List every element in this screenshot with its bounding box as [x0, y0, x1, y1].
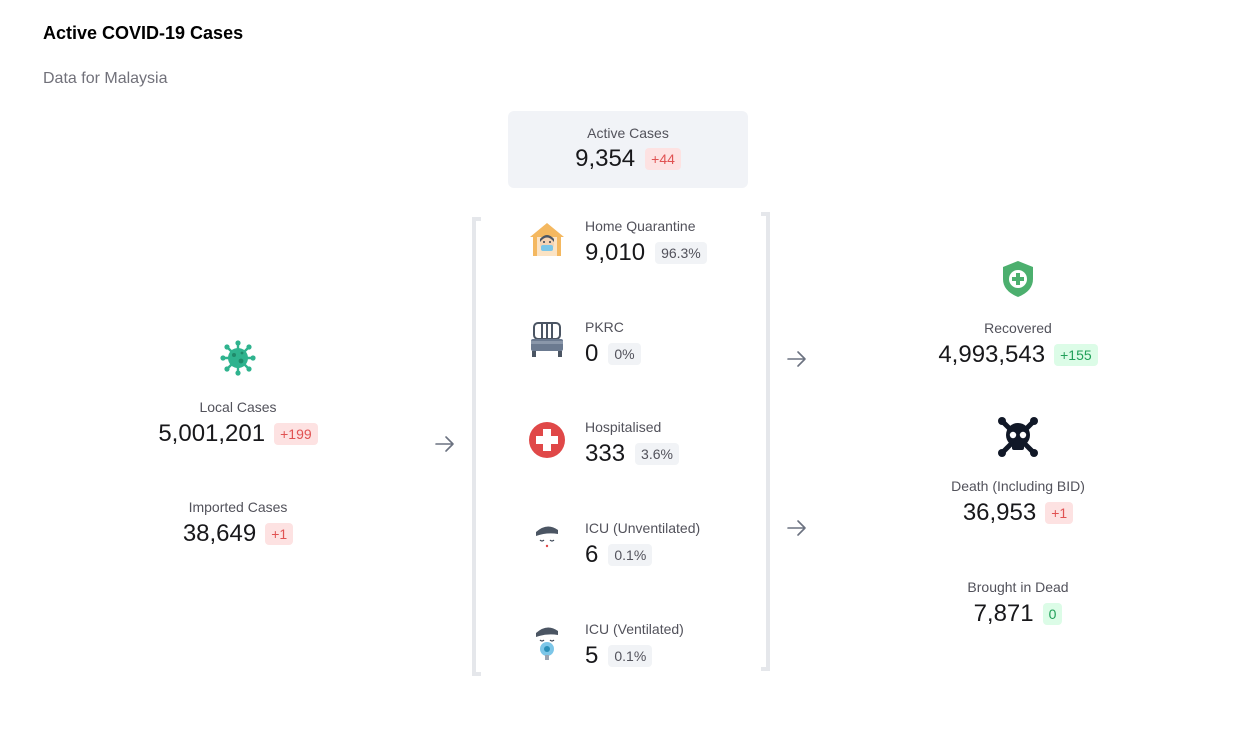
icu-unventilated-label: ICU (Unventilated) — [585, 520, 701, 536]
brought-in-dead-label: Brought in Dead — [967, 579, 1069, 595]
bed-icon — [527, 320, 567, 360]
icu-ventilated-item: ICU (Ventilated) 5 0.1% — [527, 620, 684, 671]
home-quarantine-value: 9,010 — [585, 239, 646, 266]
pkrc-pct: 0% — [608, 343, 641, 365]
death-delta: +1 — [1045, 502, 1074, 524]
shield-plus-icon — [998, 259, 1038, 299]
icu-unventilated-value: 6 — [585, 541, 599, 568]
recovered-stat: Recovered 4,993,543 +155 — [918, 319, 1118, 370]
brought-in-dead-delta: 0 — [1042, 603, 1063, 625]
hospitalised-item: Hospitalised 333 3.6% — [527, 418, 679, 469]
bracket-left — [472, 217, 481, 676]
page-subtitle: Data for Malaysia — [43, 70, 168, 87]
arrow-right-icon — [787, 351, 806, 367]
recovered-delta: +155 — [1054, 344, 1098, 366]
hospitalised-label: Hospitalised — [585, 419, 662, 435]
virus-icon — [218, 339, 258, 377]
arrow-right-icon — [435, 436, 454, 452]
icu-unventilated-item: ICU (Unventilated) 6 0.1% — [527, 519, 700, 570]
active-cases-label: Active Cases — [587, 125, 669, 141]
home-quarantine-label: Home Quarantine — [585, 218, 696, 234]
local-cases-delta: +199 — [274, 423, 318, 445]
arrow-right-icon — [787, 520, 806, 536]
imported-cases-delta: +1 — [265, 523, 294, 545]
local-cases-label: Local Cases — [199, 399, 277, 415]
home-quarantine-pct: 96.3% — [655, 242, 707, 264]
pkrc-label: PKRC — [585, 319, 624, 335]
recovered-value: 4,993,543 — [938, 341, 1046, 368]
brought-in-dead-value: 7,871 — [973, 600, 1034, 627]
active-cases-value: 9,354 — [575, 145, 636, 172]
icu-ventilated-value: 5 — [585, 642, 599, 669]
hospitalised-pct: 3.6% — [635, 443, 679, 465]
bracket-right — [761, 212, 770, 671]
imported-cases-stat: Imported Cases 38,649 +1 — [138, 498, 338, 549]
icu-unventilated-icon — [527, 521, 567, 561]
death-value: 36,953 — [962, 499, 1037, 526]
home-quarantine-item: Home Quarantine 9,010 96.3% — [527, 217, 707, 268]
icu-ventilated-label: ICU (Ventilated) — [585, 621, 684, 637]
icu-ventilated-pct: 0.1% — [608, 645, 653, 667]
icu-unventilated-pct: 0.1% — [608, 544, 653, 566]
page-title: Active COVID-19 Cases — [43, 23, 244, 43]
skull-crossbones-icon — [996, 416, 1040, 458]
active-cases-delta: +44 — [645, 148, 681, 170]
pkrc-value: 0 — [585, 340, 599, 367]
icu-ventilated-icon — [527, 622, 567, 662]
death-label: Death (Including BID) — [951, 478, 1085, 494]
pkrc-item: PKRC 0 0% — [527, 318, 641, 369]
hospitalised-value: 333 — [585, 440, 626, 467]
local-cases-stat: Local Cases 5,001,201 +199 — [138, 398, 338, 449]
recovered-label: Recovered — [984, 320, 1052, 336]
imported-cases-label: Imported Cases — [188, 499, 288, 515]
active-cases-card: Active Cases 9,354 +44 — [508, 111, 748, 188]
home-quarantine-icon — [527, 219, 567, 259]
death-stat: Death (Including BID) 36,953 +1 — [918, 477, 1118, 528]
brought-in-dead-stat: Brought in Dead 7,871 0 — [918, 578, 1118, 629]
imported-cases-value: 38,649 — [182, 520, 257, 547]
hospital-cross-icon — [527, 420, 567, 460]
local-cases-value: 5,001,201 — [158, 420, 266, 447]
